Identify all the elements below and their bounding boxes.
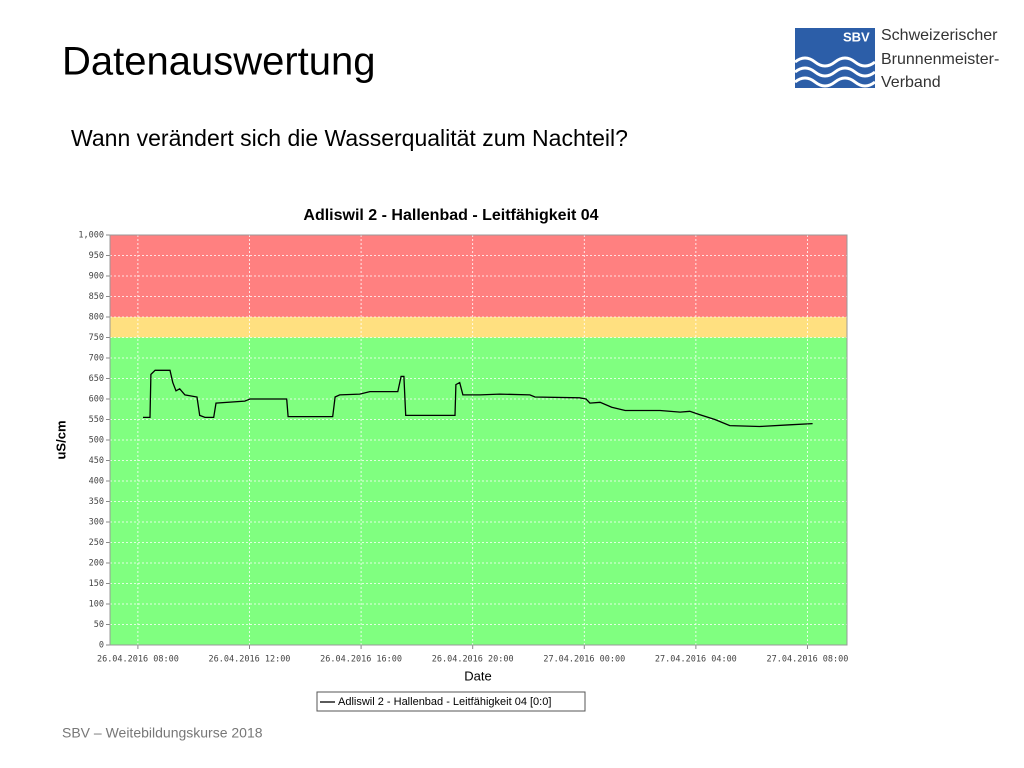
- y-tick-label: 700: [89, 354, 104, 364]
- logo-waves: [794, 56, 876, 88]
- y-tick-label: 850: [89, 292, 104, 302]
- logo-abbr: SBV: [843, 29, 870, 44]
- x-tick-label: 27.04.2016 00:00: [543, 655, 625, 665]
- data-line: [143, 369, 813, 428]
- y-tick-label: 650: [89, 374, 104, 384]
- y-tick-label: 1,000: [78, 231, 104, 241]
- y-tick-label: 150: [89, 579, 104, 589]
- y-tick-label: 450: [89, 456, 104, 466]
- logo-text: Schweizerischer: [881, 27, 998, 44]
- x-tick-label: 26.04.2016 20:00: [432, 655, 514, 665]
- plot-border: [109, 234, 848, 646]
- y-tick-label: 200: [89, 559, 104, 569]
- y-tick-label: 50: [94, 620, 104, 630]
- x-tick-label: 27.04.2016 08:00: [767, 655, 849, 665]
- y-tick-label: 100: [89, 600, 104, 610]
- y-tick-label: 600: [89, 395, 104, 405]
- y-tick-label: 500: [89, 436, 104, 446]
- slide-subtitle: Wann verändert sich die Wasserqualität z…: [71, 125, 628, 151]
- y-tick-label: 550: [89, 415, 104, 425]
- x-tick-label: 27.04.2016 04:00: [655, 655, 737, 665]
- plot: 0 50 100 150 200 250 300 350 400 450 500 550 600 650 7…: [78, 231, 848, 665]
- y-tick-label: 350: [89, 497, 104, 507]
- y-tick-label: 900: [89, 272, 104, 282]
- y-tick-label: 250: [89, 538, 104, 548]
- threshold-band: [110, 337, 847, 645]
- chart-title: Adliswil 2 - Hallenbad - Leitfähigkeit 0…: [303, 207, 598, 224]
- y-tick-label: 750: [89, 333, 104, 343]
- legend-box: [316, 691, 586, 712]
- y-tick-label: 300: [89, 518, 104, 528]
- y-axis-label: uS/cm: [53, 420, 68, 459]
- legend-label: Adliswil 2 - Hallenbad - Leitfähigkeit 0…: [338, 696, 551, 708]
- y-tick-label: 800: [89, 313, 104, 323]
- x-tick-label: 26.04.2016 08:00: [97, 655, 179, 665]
- x-tick-label: 26.04.2016 12:00: [209, 655, 291, 665]
- x-tick-label: 26.04.2016 16:00: [320, 655, 402, 665]
- y-tick-label: 400: [89, 477, 104, 487]
- logo-text: Verband: [881, 74, 941, 91]
- threshold-band: [110, 317, 847, 338]
- logo-text: Brunnenmeister-: [881, 51, 999, 68]
- slide-title: Datenauswertung: [62, 40, 376, 84]
- y-tick-label: 0: [99, 641, 104, 651]
- slide-footer: SBV – Weitebildungskurse 2018: [62, 725, 263, 741]
- y-tick-label: 950: [89, 251, 104, 261]
- logo: SBV Schweizerischer Brunnenmeister- Verb…: [794, 27, 999, 91]
- x-axis-label: Date: [464, 668, 491, 683]
